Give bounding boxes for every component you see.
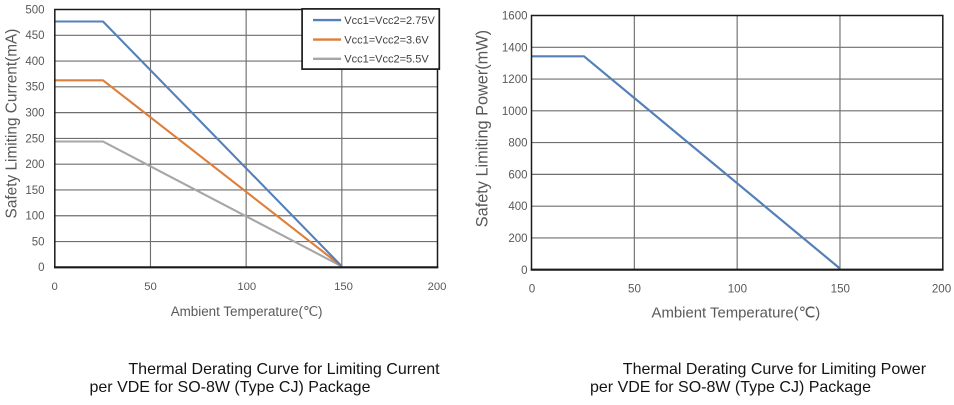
svg-text:100: 100: [237, 281, 256, 293]
svg-text:1200: 1200: [502, 74, 528, 86]
svg-text:Thermal Derating Curve for Lim: Thermal Derating Curve for Limiting Curr…: [128, 361, 440, 378]
svg-text:Vcc1=Vcc2=5.5V: Vcc1=Vcc2=5.5V: [344, 54, 429, 66]
svg-text:200: 200: [25, 159, 44, 171]
svg-text:0: 0: [521, 265, 527, 277]
svg-text:per VDE for SO-8W (Type CJ) Pa: per VDE for SO-8W (Type CJ) Package: [90, 379, 371, 396]
svg-text:150: 150: [831, 282, 850, 295]
svg-text:100: 100: [25, 211, 44, 223]
svg-text:50: 50: [144, 281, 157, 293]
svg-text:350: 350: [25, 82, 44, 94]
svg-text:200: 200: [508, 233, 527, 245]
svg-text:150: 150: [25, 185, 44, 197]
svg-text:150: 150: [334, 281, 353, 293]
svg-text:400: 400: [25, 56, 44, 68]
svg-text:0: 0: [51, 281, 57, 293]
svg-text:50: 50: [628, 282, 641, 295]
svg-text:1000: 1000: [502, 106, 528, 118]
svg-text:1400: 1400: [502, 42, 528, 54]
svg-text:Ambient Temperature(℃): Ambient Temperature(℃): [171, 304, 323, 319]
svg-text:600: 600: [508, 170, 527, 182]
svg-text:per VDE for SO-8W (Type CJ) Pa: per VDE for SO-8W (Type CJ) Package: [590, 379, 871, 396]
svg-text:50: 50: [32, 236, 45, 248]
svg-text:450: 450: [25, 30, 44, 42]
svg-text:100: 100: [728, 282, 747, 295]
svg-text:200: 200: [428, 281, 447, 293]
svg-text:Vcc1=Vcc2=2.75V: Vcc1=Vcc2=2.75V: [344, 15, 435, 27]
svg-text:Thermal Derating Curve for Lim: Thermal Derating Curve for Limiting Powe…: [623, 361, 927, 378]
svg-text:Safety Limiting Power(mW): Safety Limiting Power(mW): [473, 30, 491, 227]
svg-text:1600: 1600: [502, 11, 528, 23]
svg-text:500: 500: [25, 4, 44, 16]
svg-text:300: 300: [25, 108, 44, 120]
svg-text:250: 250: [25, 133, 44, 145]
svg-text:800: 800: [508, 138, 527, 150]
svg-text:0: 0: [529, 282, 535, 295]
svg-text:0: 0: [38, 262, 44, 274]
svg-text:Safety Limiting Current(mA): Safety Limiting Current(mA): [4, 29, 21, 219]
svg-text:Vcc1=Vcc2=3.6V: Vcc1=Vcc2=3.6V: [344, 34, 429, 46]
svg-text:400: 400: [508, 201, 527, 213]
svg-text:200: 200: [932, 282, 951, 295]
svg-text:Ambient Temperature(℃): Ambient Temperature(℃): [652, 306, 821, 322]
